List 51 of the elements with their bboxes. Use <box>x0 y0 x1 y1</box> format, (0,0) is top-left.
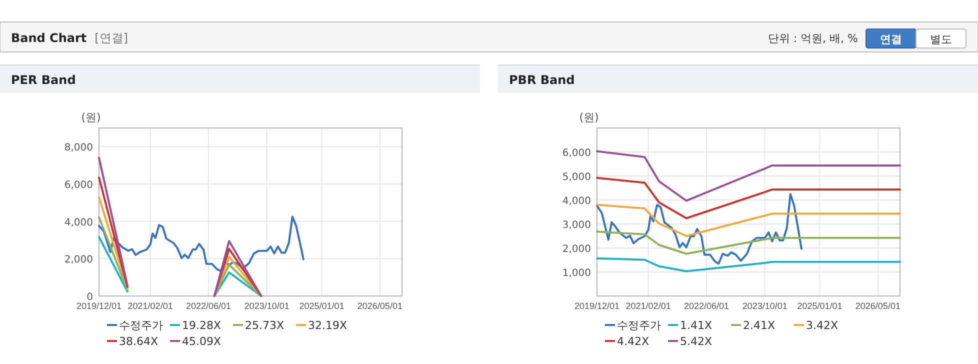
x-tick-label: 2021/02/01 <box>128 301 173 311</box>
legend-label: 19.28X <box>182 319 222 332</box>
x-tick-label: 2025/01/01 <box>299 301 344 311</box>
line-series <box>98 216 304 272</box>
x-tick-label: 2022/06/01 <box>186 301 231 311</box>
x-tick-label: 2023/10/01 <box>742 301 788 311</box>
y-tick-label: 6,000 <box>562 148 591 159</box>
y-tick-label: 2,000 <box>64 254 93 266</box>
y-tick-label: 5,000 <box>562 172 591 183</box>
chart-title: PER Band <box>11 73 76 87</box>
line-series <box>596 204 901 237</box>
legend-label: 5.42X <box>680 335 712 348</box>
line-series <box>596 230 901 255</box>
legend-label: 1.41X <box>680 319 712 332</box>
x-tick-label: 2026/05/01 <box>357 301 402 311</box>
line-series <box>596 176 901 220</box>
legend-label: 45.09X <box>182 335 222 348</box>
y-tick-label: 2,000 <box>562 244 591 255</box>
y-axis-title: (원) <box>579 111 599 124</box>
legend-label: 3.42X <box>806 319 838 332</box>
y-tick-label: 6,000 <box>64 180 93 191</box>
line-series <box>596 150 901 202</box>
chart-title: PBR Band <box>509 73 575 87</box>
legend-label: 32.19X <box>308 319 348 332</box>
y-tick-label: 0 <box>86 292 93 303</box>
y-tick-label: 4,000 <box>562 196 591 207</box>
text: 연결 <box>880 33 902 46</box>
x-tick-label: 2021/02/01 <box>626 301 671 311</box>
legend-label: 4.42X <box>617 335 650 348</box>
line-series <box>596 193 802 265</box>
legend-label: 38.64X <box>119 335 158 348</box>
x-tick-label: 2022/06/01 <box>684 301 729 311</box>
x-tick-label: 2026/05/01 <box>855 301 900 311</box>
y-tick-label: 1,000 <box>562 268 591 279</box>
x-tick-label: 2019/12/01 <box>574 301 620 311</box>
text: [연결] <box>94 31 128 45</box>
legend-label: 수정주가 <box>119 319 163 332</box>
text: 별도 <box>930 33 952 46</box>
x-tick-label: 2025/01/01 <box>797 301 842 311</box>
legend-label: 수정주가 <box>617 319 661 332</box>
text: Band Chart <box>11 31 87 45</box>
legend-label: 25.73X <box>245 319 284 332</box>
y-axis-title: (원) <box>81 111 101 124</box>
x-tick-label: 2023/10/01 <box>244 301 290 311</box>
text: 단위 : 억원, 배, % <box>768 32 858 45</box>
y-tick-label: 3,000 <box>562 220 591 231</box>
line-series <box>596 257 901 272</box>
legend-label: 2.41X <box>743 319 776 332</box>
x-tick-label: 2019/12/01 <box>76 301 122 311</box>
y-tick-label: 4,000 <box>64 217 93 228</box>
y-tick-label: 8,000 <box>64 142 93 154</box>
